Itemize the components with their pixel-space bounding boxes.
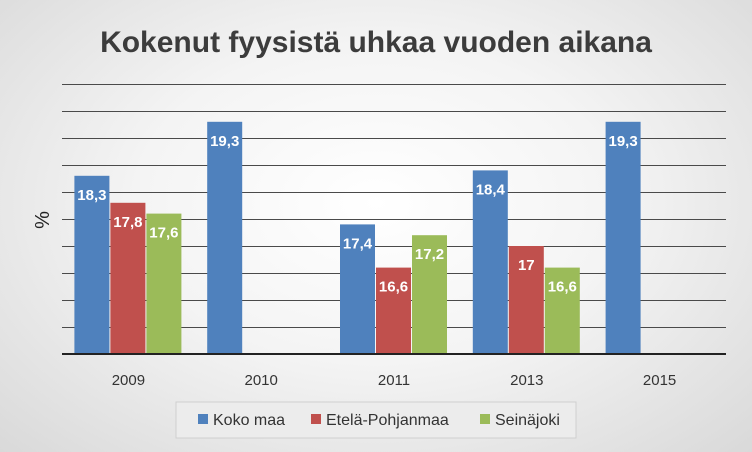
data-label: 17,4 <box>343 235 373 252</box>
bar-koko-maa-2009 <box>74 175 110 354</box>
data-label: 17,6 <box>149 225 178 242</box>
data-label: 19,3 <box>608 133 637 150</box>
bar-koko-maa-2015 <box>605 121 641 354</box>
bars <box>74 121 641 354</box>
bar-koko-maa-2010 <box>207 121 243 354</box>
bar-koko-maa-2013 <box>472 170 508 354</box>
bar-sein-joki-2011 <box>412 235 447 354</box>
x-tick-label: 2011 <box>378 372 410 389</box>
x-axis: 2009 2010 2011 2013 2015 <box>62 353 726 389</box>
x-tick-label: 2009 <box>112 372 145 389</box>
bar-etel-pohjanmaa-2013 <box>508 246 544 354</box>
legend-box <box>175 401 577 439</box>
data-label: 19,3 <box>210 133 239 150</box>
chart-title: Kokenut fyysistä uhkaa vuoden aikana <box>100 26 652 59</box>
bar-sein-joki-2009 <box>146 213 182 354</box>
data-label: 18,3 <box>77 187 106 204</box>
data-label: 18,4 <box>476 181 506 198</box>
legend-swatch <box>198 414 208 424</box>
data-label: 17 <box>518 257 535 274</box>
data-labels: 18,3 17,8 17,6 19,3 17,4 16,6 17,2 18,4 17 16,6 19… <box>77 133 637 296</box>
data-label: 17,8 <box>113 214 142 231</box>
legend-swatch <box>311 414 321 424</box>
y-axis-label: % <box>32 211 54 229</box>
legend-swatch <box>480 414 490 424</box>
legend-label: Seinäjoki <box>495 412 560 429</box>
x-tick-label: 2013 <box>510 372 543 389</box>
legend: Koko maa Etelä-Pohjanmaa Seinäjoki <box>175 401 577 439</box>
x-tick-label: 2010 <box>245 372 278 389</box>
data-label: 16,6 <box>379 279 408 296</box>
bar-etel-pohjanmaa-2011 <box>376 267 411 354</box>
legend-label: Koko maa <box>213 412 285 429</box>
bar-sein-joki-2013 <box>544 267 580 354</box>
bar-etel-pohjanmaa-2009 <box>110 202 146 354</box>
bar-koko-maa-2011 <box>340 224 375 354</box>
data-label: 17,2 <box>415 246 444 263</box>
legend-label: Etelä-Pohjanmaa <box>326 412 449 429</box>
x-tick-label: 2015 <box>643 372 676 389</box>
data-label: 16,6 <box>548 279 577 296</box>
